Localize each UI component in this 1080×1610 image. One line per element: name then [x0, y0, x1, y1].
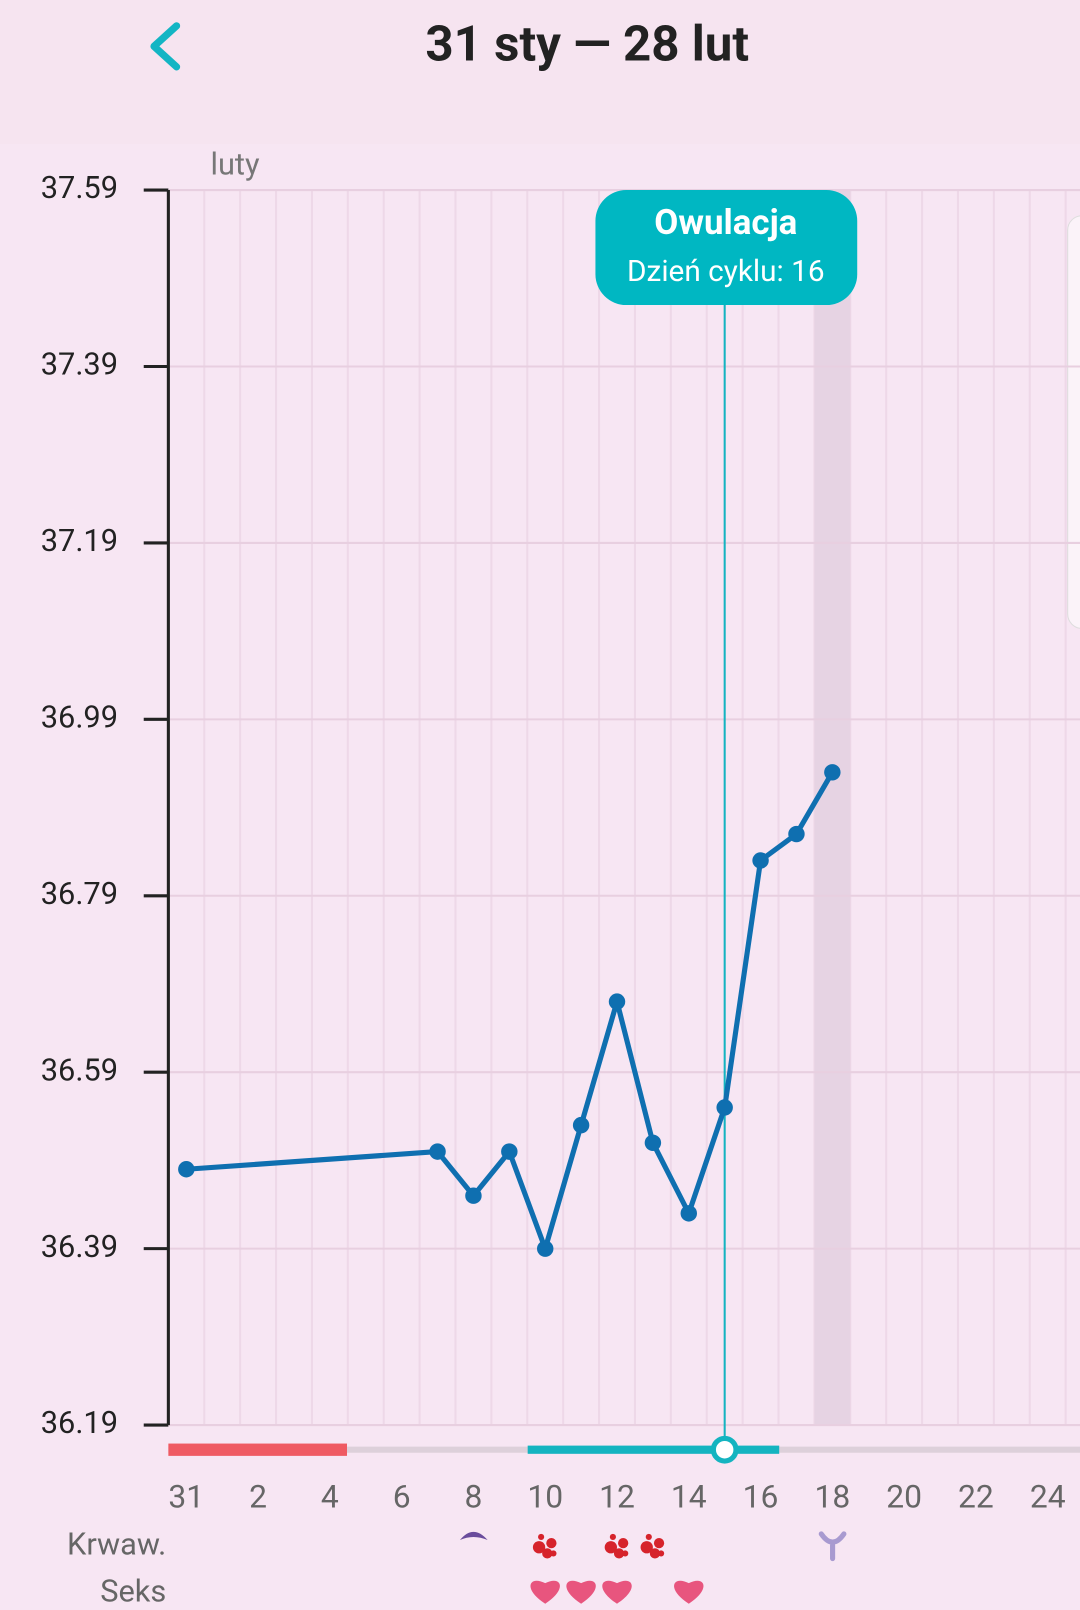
- temperature-point: [788, 825, 805, 843]
- x-tick-label: 12: [599, 1477, 635, 1515]
- temperature-point: [178, 1161, 195, 1178]
- ovulation-marker: [710, 1435, 739, 1464]
- icon-bleeding: [538, 1533, 545, 1541]
- icon-heart: [674, 1580, 704, 1604]
- icon-symptom: [818, 1531, 847, 1562]
- temperature-point: [608, 993, 626, 1010]
- icon-heart: [566, 1580, 596, 1604]
- x-tick-label: 6: [393, 1477, 411, 1515]
- x-tick-label: 31: [168, 1477, 204, 1515]
- temperature-point: [752, 852, 769, 869]
- x-tick-label: 24: [1030, 1477, 1066, 1515]
- x-tick-label: 22: [958, 1477, 994, 1515]
- icon-bleeding: [542, 1548, 553, 1559]
- temperature-point: [824, 764, 841, 781]
- x-tick-label: 4: [321, 1477, 339, 1515]
- side-panel: [1067, 215, 1080, 629]
- y-tick-label: 37.59: [41, 169, 118, 206]
- ovulation-tooltip: [595, 190, 858, 306]
- temperature-point: [537, 1240, 554, 1257]
- tooltip-subtitle: Dzień cyklu: 16: [627, 254, 825, 289]
- tooltip-title: Owulacja: [654, 202, 797, 243]
- temperature-point: [680, 1205, 697, 1222]
- y-tick-label: 36.19: [41, 1404, 118, 1441]
- icon-bleeding: [550, 1550, 557, 1557]
- icon-heart: [530, 1580, 560, 1604]
- y-tick-label: 37.39: [41, 346, 118, 383]
- x-tick-label: 16: [743, 1477, 779, 1515]
- icon-spotting: [459, 1531, 488, 1541]
- icon-bleeding: [640, 1541, 653, 1554]
- icon-bleeding: [546, 1538, 557, 1549]
- y-tick-label: 36.99: [41, 698, 118, 735]
- icon-bleeding: [618, 1538, 629, 1549]
- icon-heart: [602, 1580, 632, 1604]
- x-tick-label: 20: [886, 1477, 922, 1515]
- row-label: Seks: [100, 1573, 166, 1610]
- icon-bleeding: [622, 1550, 629, 1557]
- temperature-point: [716, 1099, 733, 1116]
- icon-bleeding: [609, 1533, 616, 1541]
- today-column: [814, 190, 851, 1426]
- temperature-point: [572, 1116, 590, 1134]
- y-tick-label: 36.59: [41, 1051, 118, 1088]
- chart: luty 37.59 37.39 37.19 36.99 36.79 36.59 36.39 3…: [41, 146, 1080, 1610]
- icon-bleeding: [649, 1548, 661, 1559]
- icon-bleeding: [645, 1533, 652, 1541]
- x-tick-label: 10: [527, 1477, 563, 1515]
- x-tick-label: 18: [814, 1477, 850, 1515]
- y-tick-label: 36.79: [41, 875, 118, 912]
- y-tick-label: 36.39: [41, 1228, 118, 1265]
- header-bg: [0, 0, 1080, 144]
- x-tick-label: 14: [671, 1477, 707, 1515]
- period-bar: [168, 1443, 347, 1456]
- icon-bleeding: [613, 1548, 625, 1559]
- temperature-point: [644, 1134, 662, 1151]
- icon-bleeding: [658, 1550, 665, 1557]
- icon-bleeding: [604, 1541, 618, 1554]
- back-button[interactable]: [150, 22, 181, 71]
- y-tick-label: 37.19: [41, 522, 118, 559]
- header-title: 31 sty — 28 lut: [425, 15, 749, 73]
- temperature-line: [186, 770, 835, 1252]
- x-tick-label: 2: [249, 1477, 267, 1515]
- row-label: Krwaw.: [67, 1525, 166, 1562]
- fertile-bar: [527, 1445, 780, 1454]
- icon-bleeding: [532, 1541, 546, 1554]
- icon-bleeding: [653, 1538, 665, 1549]
- temperature-point: [429, 1143, 446, 1160]
- temperature-point: [501, 1143, 518, 1160]
- month-label: luty: [210, 146, 260, 183]
- temperature-point: [465, 1187, 482, 1204]
- x-tick-label: 8: [464, 1477, 482, 1515]
